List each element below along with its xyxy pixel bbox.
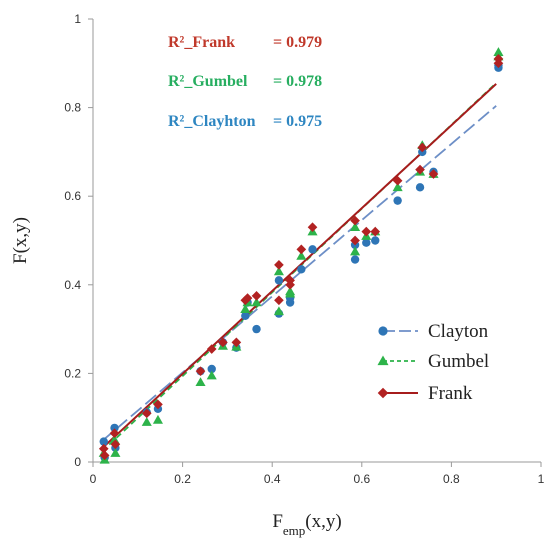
- data-point-gumbel: [296, 250, 307, 260]
- legend: Clayton Gumbel Frank: [377, 321, 489, 404]
- y-tick-label: 0.4: [64, 278, 81, 292]
- data-point-frank: [370, 226, 381, 237]
- data-point-clayton: [274, 276, 284, 285]
- data-point-frank: [99, 450, 110, 461]
- data-point-gumbel: [350, 222, 361, 231]
- x-tick-label: 0: [90, 472, 97, 486]
- x-tick-label: 0.8: [443, 472, 460, 486]
- data-point-frank: [415, 164, 425, 175]
- data-point-gumbel: [285, 286, 296, 296]
- data-point-gumbel: [350, 246, 361, 256]
- data-point-clayton: [110, 423, 119, 433]
- data-point-frank: [274, 260, 284, 270]
- data-point-frank: [417, 142, 428, 153]
- data-point-clayton: [241, 311, 250, 321]
- fit-line-clayton: [101, 105, 497, 442]
- data-point-clayton: [207, 364, 216, 374]
- legend-marker-gumbel: [377, 355, 389, 366]
- data-point-clayton: [371, 236, 380, 245]
- data-point-gumbel: [493, 47, 504, 57]
- data-point-gumbel: [110, 448, 121, 457]
- x-tick-label: 0.2: [174, 472, 191, 486]
- data-point-clayton: [308, 245, 317, 254]
- legend-label-frank: Frank: [428, 383, 473, 404]
- x-tick-label: 0.6: [353, 472, 370, 486]
- data-point-gumbel: [392, 182, 403, 192]
- data-point-frank: [110, 439, 121, 450]
- x-axis-title-main: F: [272, 511, 283, 532]
- data-point-gumbel: [273, 266, 284, 276]
- data-point-gumbel: [273, 306, 284, 316]
- data-point-gumbel: [141, 417, 152, 426]
- x-axis-title-suffix: (x,y): [305, 511, 341, 532]
- data-point-frank: [109, 428, 120, 439]
- legend-marker-frank: [377, 387, 389, 399]
- y-tick-label: 0.2: [64, 366, 81, 380]
- data-point-frank: [242, 293, 253, 303]
- y-axis-title: F(x,y): [10, 217, 31, 264]
- legend-label-gumbel: Gumbel: [428, 351, 489, 372]
- x-tick-label: 0.4: [264, 472, 281, 486]
- legend-label-clayton: Clayton: [428, 321, 489, 342]
- r2-label: R²_Gumbel: [168, 73, 248, 90]
- data-point-frank: [361, 226, 372, 237]
- data-point-gumbel: [240, 304, 251, 313]
- data-point-clayton: [393, 196, 402, 205]
- data-point-frank: [307, 222, 318, 233]
- y-tick-label: 0.8: [64, 101, 81, 115]
- r2-value: = 0.979: [273, 34, 322, 51]
- data-point-frank: [141, 408, 152, 419]
- data-point-frank: [218, 337, 228, 348]
- data-point-frank: [428, 169, 439, 179]
- data-point-clayton: [350, 255, 360, 264]
- r2-annotations: R²_Frank = 0.979 R²_Gumbel = 0.978 R²_Clayht…: [168, 34, 322, 130]
- data-point-clayton: [252, 324, 261, 334]
- data-point-gumbel: [195, 377, 206, 387]
- data-point-frank: [350, 215, 360, 226]
- data-point-frank: [493, 54, 504, 64]
- data-point-frank: [98, 443, 109, 454]
- x-axis-title-subscript: emp: [283, 523, 305, 538]
- y-tick-label: 0.6: [64, 189, 81, 203]
- y-tick-label: 1: [74, 12, 81, 26]
- data-point-clayton: [99, 437, 108, 446]
- legend-marker-clayton: [378, 326, 388, 336]
- data-point-frank: [350, 235, 360, 246]
- r2-label: R²_Clayhton: [168, 113, 256, 130]
- data-point-frank: [153, 399, 163, 410]
- data-point-frank: [274, 295, 284, 306]
- data-point-gumbel: [152, 414, 163, 424]
- data-point-frank: [296, 244, 307, 255]
- r2-value: = 0.978: [273, 73, 322, 90]
- r2-value: = 0.975: [273, 113, 322, 130]
- data-point-frank: [392, 175, 403, 186]
- data-points: [98, 47, 504, 464]
- data-point-frank: [206, 344, 217, 354]
- data-point-gumbel: [251, 297, 262, 307]
- axes: 0 0.2 0.4 0.6 0.8 1 0 0.2 0.4 0.6 0.8 1: [64, 12, 544, 486]
- data-point-frank: [195, 366, 206, 377]
- data-point-clayton: [362, 238, 371, 247]
- x-axis-title: Femp(x,y): [272, 511, 341, 538]
- r2-label: R²_Frank: [168, 34, 235, 51]
- y-tick-label: 0: [74, 455, 81, 469]
- data-point-frank: [285, 279, 295, 290]
- data-point-gumbel: [206, 370, 217, 380]
- data-point-frank: [231, 337, 242, 348]
- data-point-clayton: [297, 265, 306, 274]
- data-point-clayton: [415, 183, 425, 192]
- data-point-frank: [251, 291, 262, 301]
- x-tick-label: 1: [538, 472, 545, 486]
